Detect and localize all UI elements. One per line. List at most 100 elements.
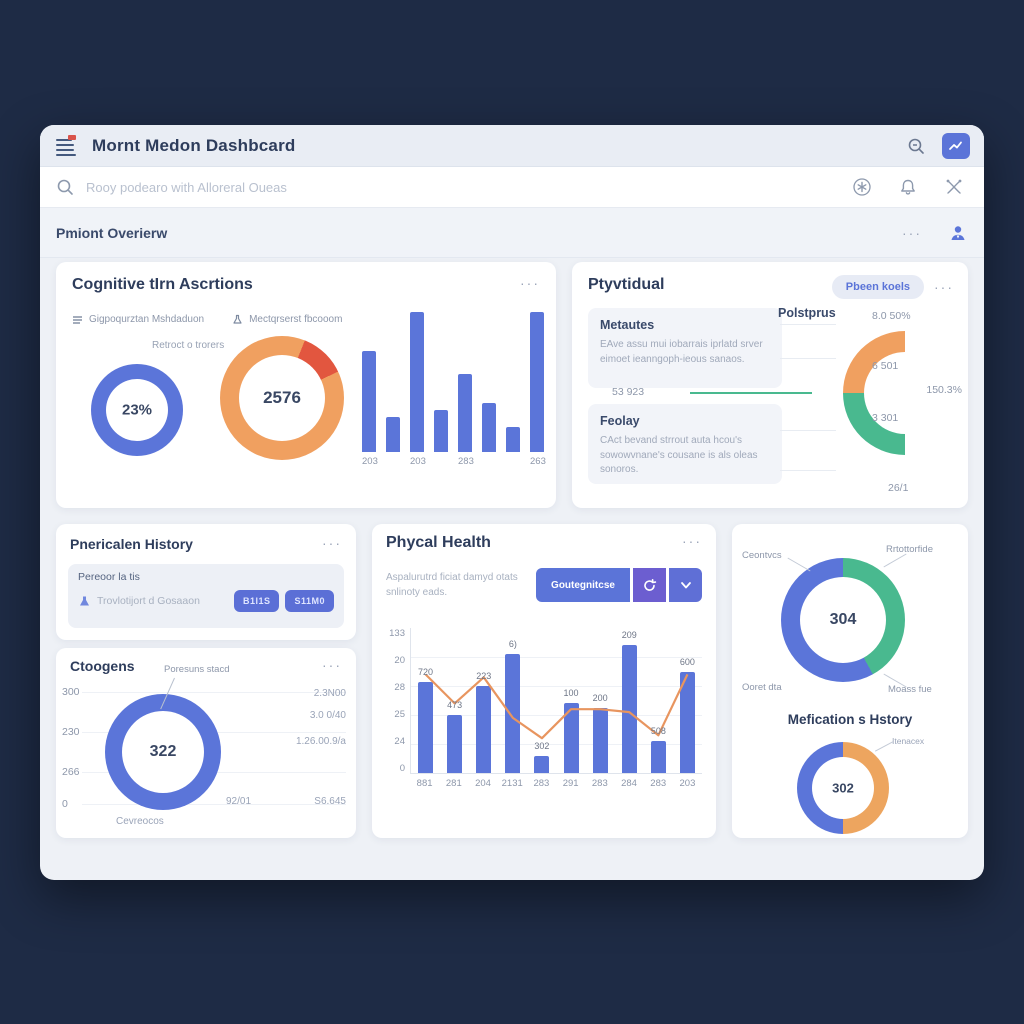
trend-button[interactable] xyxy=(942,132,970,159)
search-bar xyxy=(40,167,984,208)
donut-center-value: 2576 xyxy=(263,388,301,407)
history-row-text: Trovlotijort d Gosaaon xyxy=(97,595,200,607)
x-tick-label: 283 xyxy=(650,778,667,789)
bar xyxy=(386,417,400,452)
overview-menu-icon[interactable]: ··· xyxy=(902,224,922,241)
feolay-box-text: CAct bevand strrout auta hcou's sowowvna… xyxy=(600,435,758,475)
x-tick-label: 283 xyxy=(533,778,550,789)
donut-hole xyxy=(812,757,874,819)
x-tick-label: 284 xyxy=(621,778,637,789)
stats-card: 304 Ceontvcs Rrtottorfide Ooret dta Moas… xyxy=(732,524,968,838)
y-tick-label: 133 xyxy=(389,628,405,639)
vitals-menu-icon[interactable]: ··· xyxy=(934,279,954,295)
data-label: 100 xyxy=(563,688,579,699)
categories-donut-chart: 322 xyxy=(105,694,221,810)
gauge-pointer-line xyxy=(690,392,812,394)
annotation-line xyxy=(874,741,894,752)
app-logo-icon xyxy=(54,134,78,158)
y-tick-label: 0 xyxy=(399,763,405,774)
cognitive-card: Cognitive tIrn Ascrtions ··· Gigpoqurzta… xyxy=(56,262,556,508)
donut-axis-label: Cevreocos xyxy=(116,816,164,827)
bar xyxy=(563,703,579,773)
physical-primary-button[interactable]: Goutegnitcse xyxy=(536,568,630,602)
vitals-gauge-chart xyxy=(843,331,967,455)
data-label: 209 xyxy=(621,630,637,641)
side-value: 2.3N00 xyxy=(313,688,346,699)
vitals-pill-button[interactable]: Pbeen koels xyxy=(831,275,924,299)
physical-card-title: Phycal Health xyxy=(386,534,491,551)
medication-annotation: Itenacex xyxy=(892,736,925,746)
bar xyxy=(458,373,472,452)
legend-label: Gigpoqurztan Mshdaduon xyxy=(89,314,205,325)
gauge-value: 150.3% xyxy=(926,384,962,396)
page-title: Pmiont Overierw xyxy=(56,224,168,241)
annotation-line xyxy=(883,553,907,568)
data-label: 6) xyxy=(508,639,517,650)
legend-label: Mectqrserst fbcooom xyxy=(249,314,343,325)
categories-menu-icon[interactable]: ··· xyxy=(322,657,342,673)
bar xyxy=(447,715,463,773)
bar xyxy=(434,410,448,452)
metrics-box-text: EAve assu mui iobarrais iprlatd srver ei… xyxy=(600,339,763,365)
bar xyxy=(482,403,496,452)
x-tick-label: 263 xyxy=(530,456,546,467)
notifications-bell-icon[interactable] xyxy=(894,173,922,201)
side-value: 3.0 0/40 xyxy=(309,710,346,721)
history-button-1[interactable]: B1l1S xyxy=(233,590,280,612)
metrics-box-title: Metautes xyxy=(600,318,655,332)
vitals-card: Ptyvtidual Pbeen koels ··· Metautes EAve… xyxy=(572,262,968,508)
gauge-value: 8.0 50% xyxy=(872,310,911,322)
user-avatar-icon[interactable] xyxy=(948,223,968,243)
data-label: 200 xyxy=(592,692,608,703)
donut-center-value: 23% xyxy=(121,401,153,419)
plot-area: 720 473 223 6) 302 100 200 209 508 600 xyxy=(410,628,702,774)
donut-hole xyxy=(122,711,204,793)
donut-center-value: 304 xyxy=(829,611,857,628)
data-label: 508 xyxy=(650,726,666,737)
y-tick-label: 20 xyxy=(394,655,405,666)
cognitive-bar-chart: 203 203 283 263 xyxy=(362,312,546,472)
settings-asterisk-icon[interactable] xyxy=(848,173,876,201)
x-tick-label xyxy=(506,456,520,467)
x-tick-label xyxy=(482,456,496,467)
bar xyxy=(621,645,637,773)
donut-segment-label: Ceontvcs xyxy=(742,550,782,561)
cognitive-legend: Gigpoqurztan Mshdaduon Mectqrserst fbcoo… xyxy=(72,314,342,325)
stethoscope-icon[interactable] xyxy=(940,173,968,201)
donut-segment-label: Rrtottorfide xyxy=(886,544,933,555)
axis-tick: 266 xyxy=(62,766,80,778)
physical-menu-icon[interactable]: ··· xyxy=(682,533,702,549)
feolay-box-title: Feolay xyxy=(600,414,640,428)
donut-center-value: 302 xyxy=(832,780,854,796)
physical-combo-chart: 133 20 28 25 24 0 720 473 223 6) 302 100 200 209 508 60… xyxy=(384,628,702,814)
zoom-search-icon[interactable] xyxy=(902,132,930,160)
bar xyxy=(530,312,544,452)
side-value: 1.26.00.9/a xyxy=(295,736,346,747)
bar xyxy=(650,741,666,773)
gauge-value: 6 501 xyxy=(872,360,899,372)
x-tick-label xyxy=(386,456,400,467)
x-tick-label: 283 xyxy=(458,456,474,467)
axis-tick: 300 xyxy=(62,686,80,698)
refresh-icon-button[interactable] xyxy=(633,568,666,602)
data-label: 600 xyxy=(679,656,695,667)
flask-icon xyxy=(233,314,242,324)
legend-item: Gigpoqurztan Mshdaduon xyxy=(72,314,204,325)
search-input[interactable] xyxy=(86,179,836,195)
dashboard-window: Mornt Medon Dashbcard Pmiont Ov xyxy=(40,125,984,880)
annotation-line xyxy=(787,557,811,572)
data-label: 473 xyxy=(447,700,463,710)
cognitive-menu-icon[interactable]: ··· xyxy=(520,275,540,291)
history-menu-icon[interactable]: ··· xyxy=(322,535,342,551)
cognitive-donut-chart: 23% xyxy=(91,364,183,456)
history-button-2[interactable]: S11M0 xyxy=(285,590,334,612)
legend-item: Mectqrserst fbcooom xyxy=(232,314,342,325)
bottom-value: 92/01 xyxy=(226,796,252,807)
x-tick-label: 283 xyxy=(591,778,608,789)
x-tick-label: 204 xyxy=(475,778,491,789)
cognitive-donut-chart-2: 2576 xyxy=(220,336,344,460)
bar xyxy=(534,755,550,773)
donut-hole xyxy=(864,352,946,434)
dropdown-chevron-button[interactable] xyxy=(669,568,702,602)
history-card: Pnericalen History ··· Pereoor la tis Tr… xyxy=(56,524,356,640)
